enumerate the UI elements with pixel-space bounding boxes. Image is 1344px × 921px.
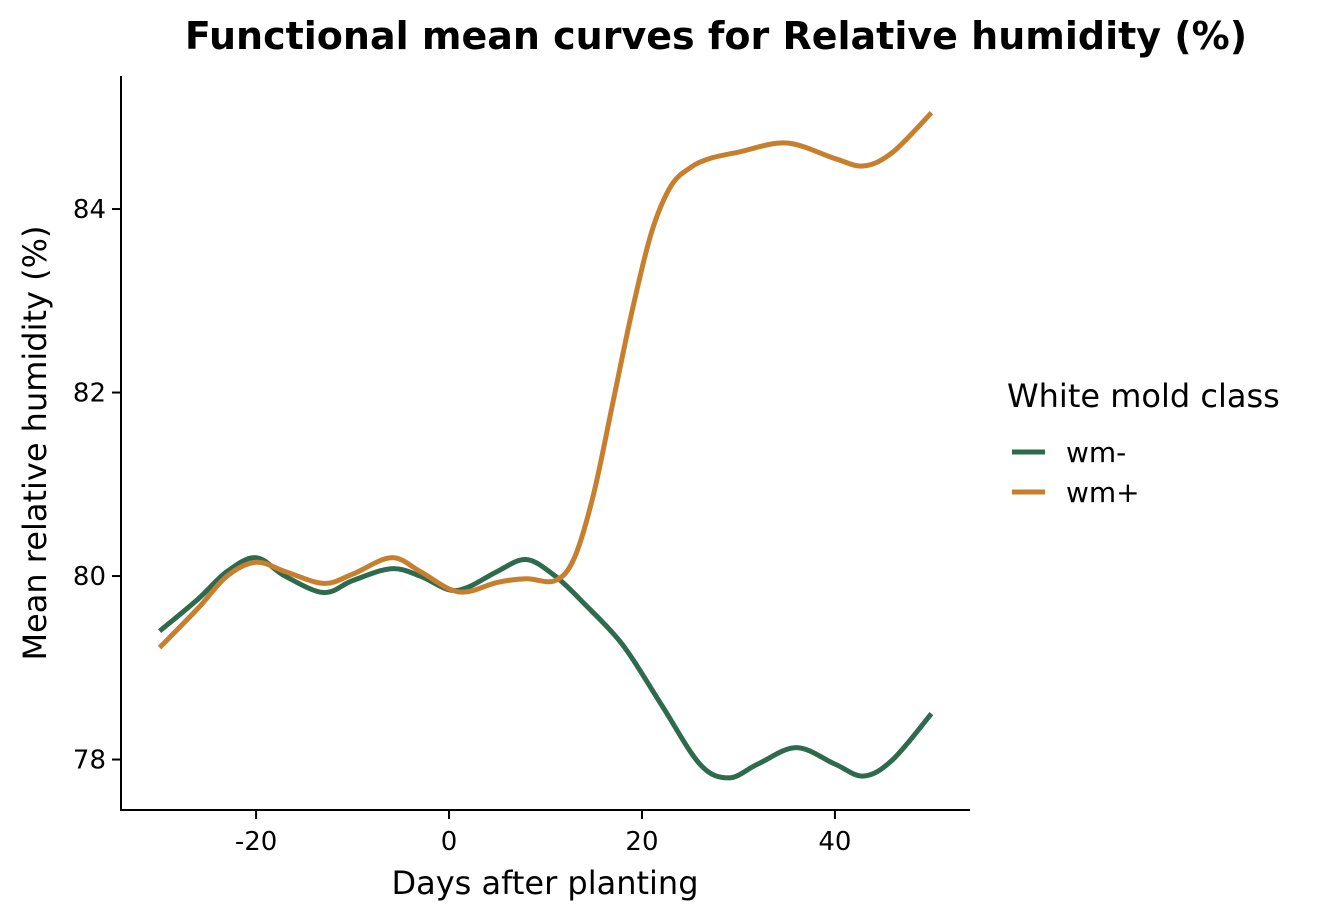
series-lines — [157, 110, 934, 781]
legend-items: wm-wm+ — [1012, 436, 1140, 509]
y-tick-label: 82 — [73, 379, 106, 409]
x-tick-label: -20 — [235, 827, 277, 857]
legend-label: wm- — [1066, 436, 1126, 469]
x-tick-label: 40 — [818, 827, 851, 857]
y-ticks: 78 80 82 84 — [73, 195, 121, 776]
x-ticks: -20 0 20 40 — [235, 810, 851, 857]
y-tick-label: 84 — [73, 195, 106, 225]
series-line-wmplus — [157, 110, 934, 650]
legend-title: White mold class — [1007, 377, 1280, 415]
x-tick-label: 0 — [441, 827, 458, 857]
plot-area: 78 80 82 84 -20 0 20 40 — [73, 76, 970, 857]
chart-title: Functional mean curves for Relative humi… — [185, 14, 1247, 58]
y-tick-label: 80 — [73, 562, 106, 592]
x-tick-label: 20 — [625, 827, 658, 857]
series-line-wmminus — [157, 555, 934, 781]
y-axis-title: Mean relative humidity (%) — [16, 225, 54, 660]
legend: White mold class wm-wm+ — [1007, 377, 1280, 509]
legend-label: wm+ — [1066, 476, 1140, 509]
x-axis-title: Days after planting — [391, 864, 698, 902]
y-tick-label: 78 — [73, 746, 106, 776]
